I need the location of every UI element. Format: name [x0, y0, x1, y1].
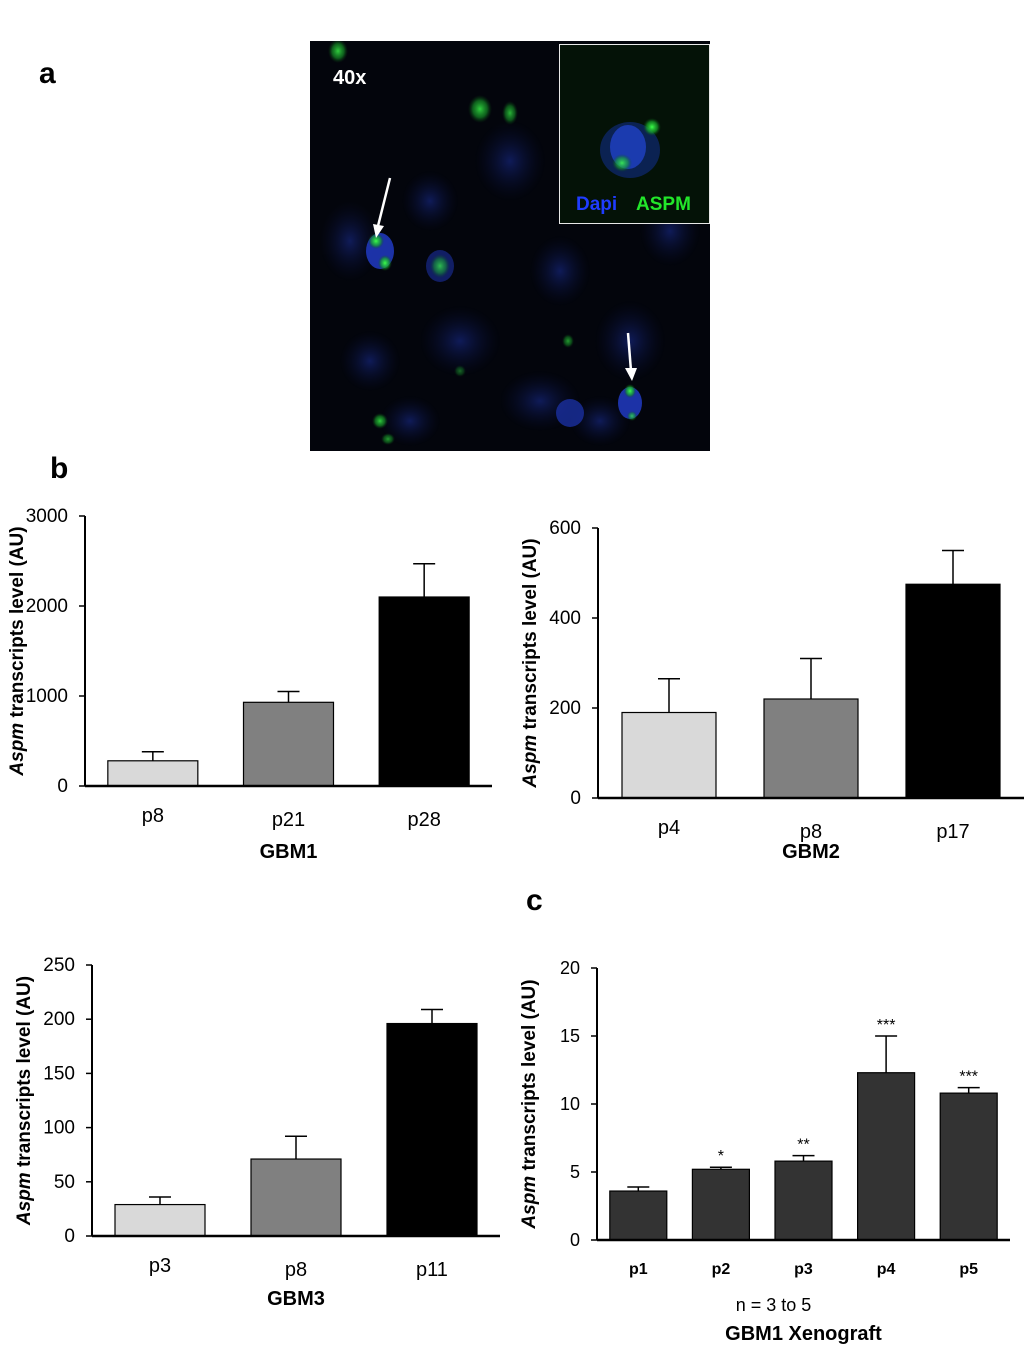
x-axis-title: GBM2	[782, 841, 840, 863]
y-tick-label: 15	[560, 1026, 580, 1046]
y-tick-label: 100	[43, 1118, 75, 1139]
bar-chart-gbm2: 0 200 400 600 p4 p8 p17 Aspm transcripts level …	[520, 518, 1024, 863]
x-axis-title: GBM3	[267, 1288, 325, 1310]
bar-p2	[691, 1168, 750, 1241]
inset-image	[560, 45, 709, 223]
y-tick-label: 250	[43, 955, 75, 976]
significance-mark-p5: ***	[959, 1069, 978, 1086]
y-tick-label: 3000	[26, 506, 68, 527]
x-tick-label-p2: p2	[712, 1261, 731, 1278]
legend-aspm: ASPM	[636, 194, 691, 215]
y-axis-title: Aspm transcripts level (AU)	[7, 526, 28, 776]
y-axis-title-rest: transcripts level (AU)	[7, 526, 28, 722]
y-tick-label: 2000	[26, 596, 68, 617]
y-tick-label: 0	[64, 1226, 75, 1247]
y-axis-title-italic: Aspm	[520, 735, 541, 789]
bar-p3	[774, 1160, 833, 1241]
y-tick-label: 200	[549, 698, 581, 719]
panel-label-b: b	[50, 452, 69, 485]
bar-p11	[386, 1022, 478, 1237]
y-tick-label: 10	[560, 1094, 580, 1114]
x-tick-label-p3: p3	[149, 1255, 171, 1277]
y-tick-label: 400	[549, 608, 581, 629]
fluorescence-micrograph: 40x Dapi ASPM	[310, 41, 710, 451]
y-tick-label: 0	[57, 776, 68, 797]
y-tick-label: 5	[570, 1162, 580, 1182]
bar-chart-gbm1-xenograft: 0 5 10 15 20 p1 * p2 ** p3 *** p4 *** p5 Aspm transcri…	[520, 958, 1010, 1345]
x-tick-label-p17: p17	[936, 821, 969, 843]
arrow-icon	[625, 332, 637, 381]
y-axis-title: Aspm transcripts level (AU)	[14, 976, 35, 1226]
bar-p8	[250, 1158, 342, 1237]
x-tick-label-p28: p28	[407, 809, 440, 831]
y-tick-label: 50	[54, 1172, 75, 1193]
x-tick-label-p1: p1	[629, 1261, 648, 1278]
legend-dapi: Dapi	[576, 194, 618, 215]
x-tick-label-p21: p21	[272, 809, 305, 831]
bar-chart-gbm1: 0 1000 2000 3000 p8 p21 p28 Aspm transcripts le…	[7, 506, 492, 863]
y-axis-title-italic: Aspm	[14, 1172, 35, 1226]
y-tick-label: 20	[560, 958, 580, 978]
x-tick-label-p4: p4	[877, 1261, 896, 1278]
y-tick-label: 150	[43, 1063, 75, 1084]
y-tick-label: 1000	[26, 686, 68, 707]
significance-mark-p3: **	[797, 1137, 809, 1154]
bar-p28	[378, 596, 470, 787]
y-axis-title-rest: transcripts level (AU)	[14, 976, 35, 1172]
bar-p4	[857, 1072, 916, 1241]
x-tick-label-p11: p11	[416, 1259, 448, 1281]
y-axis-title-italic: Aspm	[7, 723, 28, 777]
arrow-icon	[373, 177, 392, 238]
y-tick-label: 0	[570, 788, 581, 809]
x-tick-label-p8: p8	[285, 1259, 307, 1281]
x-tick-label-p8: p8	[142, 805, 164, 827]
y-tick-label: 200	[43, 1009, 75, 1030]
bar-p8	[107, 760, 199, 787]
x-tick-label-p8: p8	[800, 821, 822, 843]
y-tick-label: 0	[570, 1230, 580, 1250]
significance-mark-p2: *	[718, 1148, 724, 1165]
x-tick-label-p4: p4	[658, 817, 680, 839]
bar-p3	[114, 1203, 206, 1237]
bar-p5	[939, 1092, 998, 1241]
bar-chart-gbm3: 0 50 100 150 200 250 p3 p8 p11 Aspm transcripts l…	[14, 955, 500, 1310]
bar-p4	[621, 711, 717, 799]
significance-mark-p4: ***	[877, 1017, 896, 1034]
y-axis-title-rest: transcripts level (AU)	[520, 979, 540, 1175]
y-axis-title-italic: Aspm	[520, 1176, 540, 1230]
sample-size-note: n = 3 to 5	[736, 1295, 812, 1315]
y-axis-title-rest: transcripts level (AU)	[520, 538, 541, 734]
x-tick-label-p5: p5	[959, 1261, 978, 1278]
x-axis-title: GBM1 Xenograft	[725, 1323, 882, 1345]
y-axis-title: Aspm transcripts level (AU)	[520, 538, 541, 788]
panel-label-c: c	[526, 884, 543, 917]
bar-p17	[905, 583, 1001, 799]
x-tick-label-p3: p3	[794, 1261, 813, 1278]
y-tick-label: 600	[549, 518, 581, 539]
bar-p1	[609, 1190, 668, 1241]
magnification-label: 40x	[333, 67, 367, 89]
x-axis-title: GBM1	[260, 841, 318, 863]
bar-p8	[763, 698, 859, 799]
panel-label-a: a	[39, 57, 56, 90]
y-axis-title: Aspm transcripts level (AU)	[520, 979, 540, 1229]
inset-zoom: Dapi ASPM	[559, 44, 710, 224]
bar-p21	[242, 701, 335, 787]
